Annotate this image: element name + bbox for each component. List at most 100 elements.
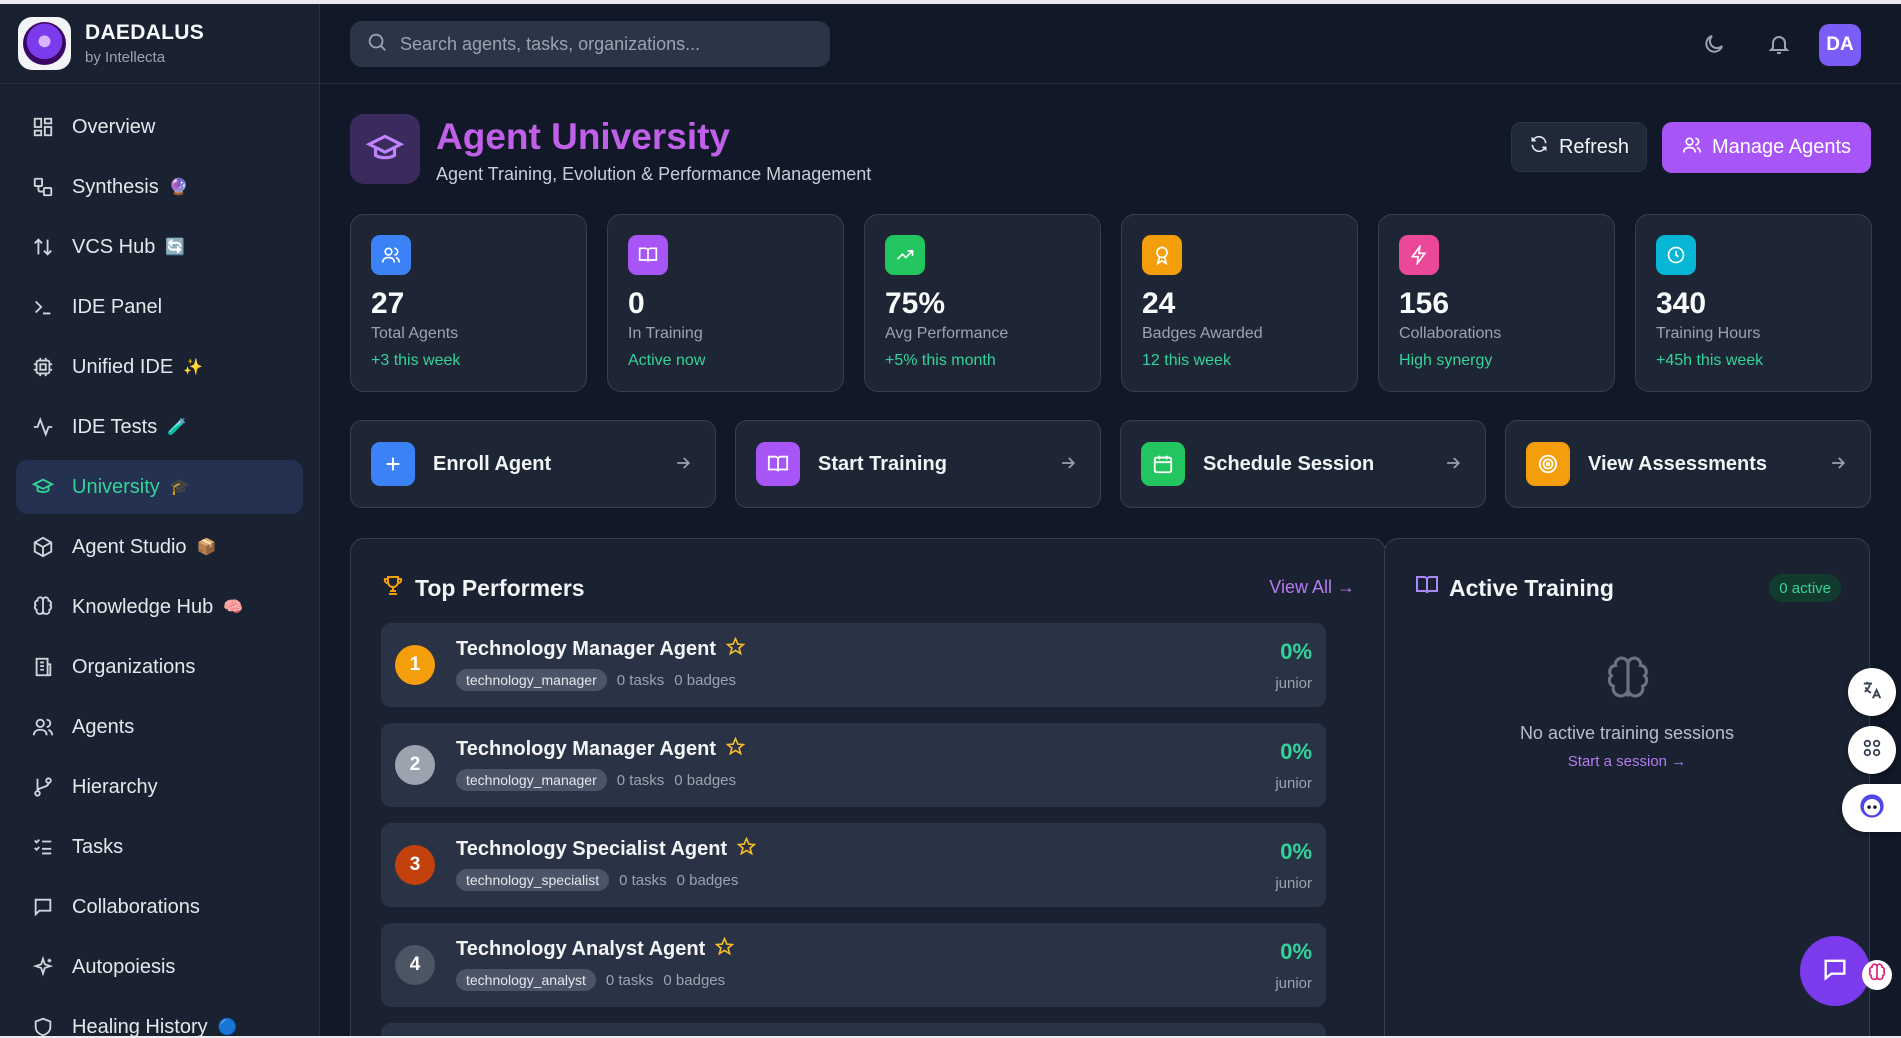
brand[interactable]: DAEDALUS by Intellecta (0, 4, 319, 84)
git-branch-icon (30, 774, 56, 800)
sidebar-item-agents[interactable]: Agents (16, 700, 303, 754)
view-all-link[interactable]: View All → (1269, 577, 1355, 597)
arrow-right-icon (673, 453, 693, 478)
sidebar-item-label: IDE Panel (72, 295, 163, 318)
translate-button[interactable] (1848, 668, 1896, 716)
stat-card-in-training[interactable]: 0 In Training Active now (607, 214, 844, 392)
task-count: 0 tasks (616, 671, 665, 689)
sidebar-item-overview[interactable]: Overview (16, 100, 303, 154)
refresh-button[interactable]: Refresh (1511, 122, 1647, 172)
search-icon (366, 31, 388, 58)
sidebar-item-label: IDE Tests (72, 415, 158, 438)
assistant-button[interactable] (1842, 784, 1901, 832)
performer-row[interactable]: 2 Technology Manager Agent technology_ma… (381, 723, 1326, 807)
manage-agents-button[interactable]: Manage Agents (1662, 122, 1871, 173)
stat-card-avg-performance[interactable]: 75% Avg Performance +5% this month (864, 214, 1101, 392)
sidebar-item-autopoiesis[interactable]: Autopoiesis (16, 940, 303, 994)
sidebar-item-label: Agents (72, 715, 135, 738)
stat-card-collaborations[interactable]: 156 Collaborations High synergy (1378, 214, 1615, 392)
sparkles-emoji: ✨ (183, 359, 204, 376)
badge-count: 0 badges (674, 671, 737, 689)
refresh-icon (1529, 134, 1549, 160)
stat-card-training-hours[interactable]: 340 Training Hours +45h this week (1635, 214, 1872, 392)
start-training-button[interactable]: Start Training (735, 420, 1101, 508)
graduation-cap-icon (30, 474, 56, 500)
rank-badge: 4 (395, 945, 435, 985)
sidebar-item-ide-tests[interactable]: IDE Tests 🧪 (16, 400, 303, 454)
rank-badge: 2 (395, 745, 435, 785)
sidebar-nav: Overview Synthesis 🔮 VCS Hub 🔄 IDE Panel… (0, 84, 319, 1036)
performer-row[interactable]: 3 Technology Specialist Agent technology… (381, 823, 1326, 907)
sidebar-item-label: Healing History (72, 1015, 208, 1037)
bell-icon[interactable] (1765, 30, 1793, 58)
stat-value: 340 (1656, 287, 1707, 320)
sidebar-item-label: Knowledge Hub (72, 595, 214, 618)
sidebar-item-knowledge-hub[interactable]: Knowledge Hub 🧠 (16, 580, 303, 634)
sidebar-item-organizations[interactable]: Organizations (16, 640, 303, 694)
stat-value: 0 (628, 287, 645, 320)
sidebar-item-tasks[interactable]: Tasks (16, 820, 303, 874)
schedule-session-button[interactable]: Schedule Session (1120, 420, 1486, 508)
page-subtitle: Agent Training, Evolution & Performance … (436, 164, 872, 184)
view-assessments-button[interactable]: View Assessments (1505, 420, 1871, 508)
grad-cap-emoji: 🎓 (169, 479, 190, 496)
sidebar-item-vcs-hub[interactable]: VCS Hub 🔄 (16, 220, 303, 274)
refresh-emoji: 🔄 (165, 239, 186, 256)
enroll-agent-button[interactable]: Enroll Agent (350, 420, 716, 508)
brand-subtitle: by Intellecta (85, 49, 166, 66)
sidebar-item-hierarchy[interactable]: Hierarchy (16, 760, 303, 814)
search-box[interactable] (350, 21, 830, 67)
rank-badge: 1 (395, 645, 435, 685)
user-avatar[interactable]: DA (1819, 24, 1861, 66)
sidebar-item-collaborations[interactable]: Collaborations (16, 880, 303, 934)
performer-row[interactable] (381, 1023, 1326, 1036)
arrow-right-icon (1443, 453, 1463, 478)
active-training-title: Active Training (1449, 574, 1614, 601)
badge-count: 0 badges (663, 971, 726, 989)
star-icon[interactable] (725, 636, 746, 662)
sidebar-item-label: Organizations (72, 655, 196, 678)
level-label: junior (1275, 875, 1312, 892)
stat-value: 156 (1399, 287, 1450, 320)
performer-row[interactable]: 4 Technology Analyst Agent technology_an… (381, 923, 1326, 1007)
brain-widget-button[interactable] (1862, 960, 1892, 990)
stat-card-badges-awarded[interactable]: 24 Badges Awarded 12 this week (1121, 214, 1358, 392)
apps-button[interactable] (1848, 726, 1896, 774)
empty-state-text: No active training sessions (1519, 723, 1735, 743)
building-icon (30, 654, 56, 680)
start-session-link[interactable]: Start a session → (1567, 753, 1687, 770)
chat-button[interactable] (1800, 936, 1870, 1006)
action-label: Enroll Agent (433, 452, 552, 475)
active-count-badge: 0 active (1769, 574, 1841, 602)
sidebar-item-unified-ide[interactable]: Unified IDE ✨ (16, 340, 303, 394)
moon-icon[interactable] (1700, 30, 1728, 58)
sidebar-item-ide-panel[interactable]: IDE Panel (16, 280, 303, 334)
stat-label: Badges Awarded (1142, 325, 1263, 342)
page-header: Agent University Agent Training, Evoluti… (350, 114, 1871, 184)
sidebar-item-label: Autopoiesis (72, 955, 176, 978)
sidebar-item-agent-studio[interactable]: Agent Studio 📦 (16, 520, 303, 574)
stats-row: 27 Total Agents +3 this week 0 In Traini… (350, 214, 1872, 392)
sidebar-item-healing-history[interactable]: Healing History 🔵 (16, 1000, 303, 1036)
stat-value: 24 (1142, 287, 1176, 320)
active-training-panel: Active Training 0 active No active train… (1384, 538, 1870, 1036)
sidebar-item-label: VCS Hub (72, 235, 156, 258)
crystal-ball-emoji: 🔮 (168, 179, 189, 196)
test-tube-emoji: 🧪 (167, 419, 188, 436)
star-icon[interactable] (714, 936, 735, 962)
performer-name: Technology Analyst Agent (456, 938, 706, 960)
performer-row[interactable]: 1 Technology Manager Agent technology_ma… (381, 623, 1326, 707)
sidebar-item-university[interactable]: University 🎓 (16, 460, 303, 514)
shapes-icon (30, 174, 56, 200)
panel-title: Top Performers (381, 573, 585, 603)
blue-circle-emoji: 🔵 (217, 1019, 238, 1036)
stat-card-total-agents[interactable]: 27 Total Agents +3 this week (350, 214, 587, 392)
book-open-icon (756, 442, 800, 486)
star-icon[interactable] (725, 736, 746, 762)
topbar: DA (320, 4, 1901, 84)
users-icon (371, 235, 411, 275)
sidebar-item-synthesis[interactable]: Synthesis 🔮 (16, 160, 303, 214)
star-icon[interactable] (736, 836, 757, 862)
trending-up-icon (885, 235, 925, 275)
search-input[interactable] (400, 33, 800, 55)
